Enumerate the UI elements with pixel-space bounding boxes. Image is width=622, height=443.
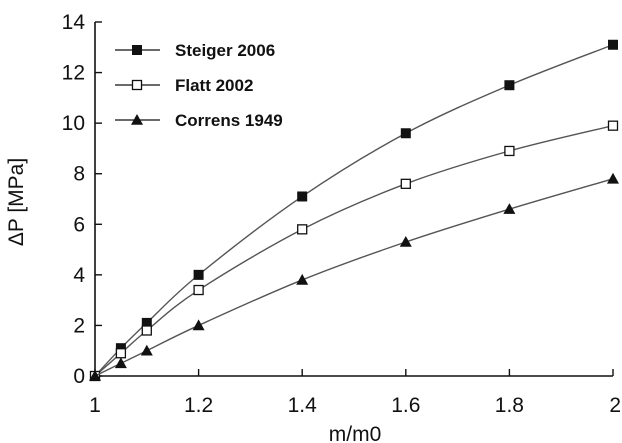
legend: Steiger 2006 Flatt 2002 Correns 1949 [115, 41, 283, 130]
series-line [94, 178, 614, 377]
filled-triangle-marker [114, 357, 127, 369]
filled-square-marker [608, 39, 618, 50]
open-square-marker [504, 145, 515, 157]
x-tick-label: 1.2 [184, 394, 213, 417]
x-tick-label: 1 [89, 394, 101, 417]
x-axis-title: m/m0 [329, 423, 382, 443]
x-tick-label: 1.8 [495, 394, 524, 417]
filled-triangle-marker [607, 172, 619, 184]
filled-square-marker [193, 269, 204, 280]
y-tick-label: 14 [62, 11, 86, 34]
filled-triangle-marker [131, 114, 143, 125]
open-square-marker [607, 120, 619, 131]
open-square-marker [115, 348, 127, 359]
filled-square-marker [504, 80, 515, 91]
open-square-marker [400, 178, 411, 189]
series-layer [89, 39, 619, 382]
legend-label: Flatt 2002 [175, 76, 253, 95]
series-0 [90, 39, 618, 381]
filled-square-marker [400, 128, 411, 139]
open-square-marker [297, 224, 308, 235]
y-tick-label: 2 [73, 314, 85, 337]
y-tick-label: 4 [73, 264, 85, 287]
open-square-marker [193, 284, 204, 296]
filled-triangle-marker [89, 370, 101, 381]
filled-square-marker [141, 317, 152, 328]
series-2 [89, 172, 619, 381]
filled-square-marker [297, 191, 308, 202]
filled-triangle-marker [399, 235, 412, 247]
legend-label: Correns 1949 [175, 111, 283, 130]
filled-triangle-marker [140, 344, 153, 356]
legend-entry-0: Steiger 2006 [115, 41, 275, 60]
legend-label: Steiger 2006 [175, 41, 275, 60]
filled-triangle-marker [296, 273, 309, 285]
filled-triangle-marker [503, 203, 516, 214]
x-tick-label: 1.4 [288, 394, 318, 417]
series-1 [89, 120, 619, 382]
y-axis-title: ΔP [MPa] [5, 158, 28, 246]
open-square-marker [141, 325, 152, 336]
series-line [94, 44, 614, 377]
axes: 0 2 4 6 8 10 12 14 1 1.2 1.4 1.6 1.8 2 [62, 11, 621, 417]
open-square-marker [131, 79, 143, 91]
x-tick-label: 2 [609, 394, 621, 417]
y-tick-label: 10 [62, 112, 85, 135]
x-tick-label: 1.6 [391, 394, 420, 417]
legend-entry-1: Flatt 2002 [115, 76, 253, 95]
legend-entry-2: Correns 1949 [115, 111, 283, 130]
filled-square-marker [132, 45, 142, 55]
y-tick-label: 12 [62, 62, 85, 85]
filled-triangle-marker [192, 319, 205, 331]
y-tick-label: 8 [73, 163, 85, 186]
y-tick-label: 6 [73, 213, 85, 236]
y-tick-label: 0 [73, 365, 85, 388]
